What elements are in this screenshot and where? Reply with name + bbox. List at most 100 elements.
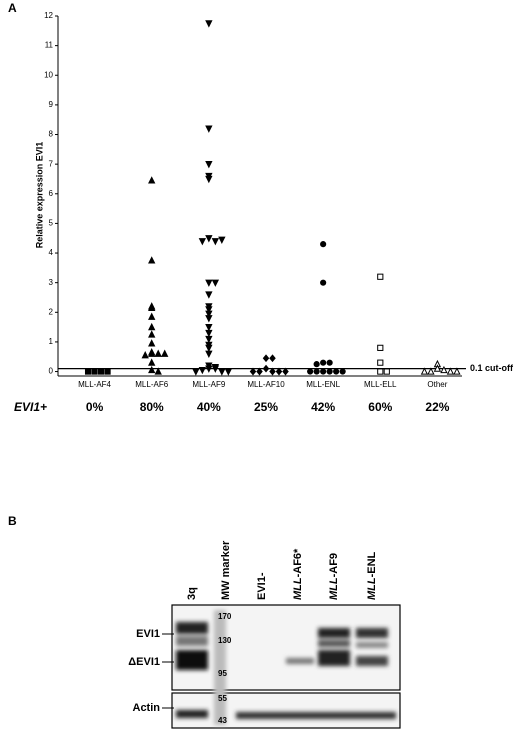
data-point: [377, 359, 384, 366]
data-point: [433, 364, 442, 372]
y-tick-label: 9: [49, 100, 54, 109]
data-point: [211, 365, 220, 373]
data-point: [205, 306, 213, 314]
y-tick-label: 10: [44, 70, 53, 79]
data-point: [205, 329, 213, 338]
y-axis-label: Relative expression EVI1: [34, 142, 44, 249]
percent-label: 22%: [425, 400, 449, 414]
data-point: [211, 238, 220, 246]
data-point: [377, 368, 384, 375]
data-point: [256, 367, 263, 376]
lane-gene: MLL: [366, 577, 378, 600]
lane-label: MLL-AF9: [328, 553, 340, 600]
lane-label: MLL-AF6*: [292, 548, 304, 600]
data-point: [148, 358, 156, 366]
data-point: [377, 273, 384, 280]
data-point: [205, 20, 213, 28]
data-point: [148, 349, 156, 357]
data-point: [427, 367, 435, 375]
data-point: [205, 125, 213, 133]
mw-label: 95: [218, 669, 227, 678]
data-point: [313, 368, 320, 375]
data-point: [205, 310, 213, 319]
data-point: [224, 368, 233, 376]
y-tick-label: 2: [49, 307, 54, 316]
data-point: [148, 322, 156, 331]
panel-label: A: [8, 1, 17, 15]
y-tick-label: 4: [49, 248, 54, 257]
bands: [176, 610, 396, 725]
data-point: [148, 312, 156, 320]
lane-gene: MLL: [292, 577, 304, 600]
data-point: [249, 367, 257, 376]
row-label: ΔEVI1: [128, 656, 160, 668]
data-point: [148, 256, 156, 264]
data-point: [205, 279, 213, 287]
percent-label: 40%: [197, 400, 221, 414]
data-point: [383, 368, 390, 375]
data-point: [205, 335, 213, 344]
data-point: [320, 241, 327, 248]
y-tick-label: 0: [49, 367, 54, 376]
data-point: [148, 303, 156, 311]
data-point: [326, 368, 333, 375]
lane-suffix: -AF6*: [292, 548, 304, 577]
data-point: [192, 368, 200, 376]
percent-label: 25%: [254, 400, 278, 414]
lane-label: EVI1-: [256, 572, 268, 600]
data-point: [141, 351, 149, 359]
y-tick-label: 5: [49, 219, 54, 228]
data-point: [313, 361, 320, 368]
lane-label: MLL-ENL: [366, 551, 378, 600]
data-point: [205, 365, 213, 373]
lane-label: 3q: [186, 587, 198, 600]
x-tick-label: MLL-AF6: [135, 380, 168, 389]
data-point: [275, 367, 283, 376]
x-tick-label: MLL-ENL: [306, 380, 340, 389]
data-point: [339, 368, 346, 375]
y-tick-label: 11: [45, 41, 54, 50]
y-tick-label: 6: [49, 189, 54, 198]
data-point: [91, 368, 98, 375]
data-point: [307, 368, 314, 375]
row-label: EVI1: [136, 628, 160, 640]
data-point: [205, 315, 213, 323]
x-tick-label: MLL-AF9: [192, 380, 225, 389]
data-point: [198, 238, 207, 246]
data-point: [205, 235, 213, 243]
data-point: [218, 368, 226, 376]
data-point: [333, 368, 340, 375]
data-point: [205, 161, 213, 169]
data-point: [148, 339, 156, 347]
data-point: [320, 279, 327, 286]
percent-label: 0%: [86, 400, 104, 414]
data-point: [377, 344, 384, 351]
y-tick-label: 1: [49, 337, 54, 346]
data-point: [453, 367, 461, 375]
cutoff-label: 0.1 cut-off: [470, 363, 514, 373]
lane-label: MW marker: [220, 540, 232, 600]
mw-label: 170: [218, 612, 232, 621]
data-point: [420, 367, 429, 375]
x-tick-label: MLL-ELL: [364, 380, 397, 389]
lane-suffix: -ENL: [366, 551, 378, 577]
data-point: [148, 176, 156, 184]
data-point: [320, 359, 327, 366]
data-point: [104, 368, 111, 375]
data-point: [218, 236, 226, 244]
data-point: [148, 330, 156, 338]
data-point: [154, 367, 162, 375]
data-point: [161, 349, 169, 357]
data-point: [262, 354, 270, 363]
row-label: Actin: [133, 702, 161, 714]
blot-box: [171, 692, 401, 729]
data-point: [205, 291, 213, 299]
data-point: [154, 349, 162, 357]
lane-suffix: -AF9: [328, 553, 340, 577]
data-point: [269, 354, 276, 363]
data-point: [269, 367, 276, 376]
mw-label: 43: [218, 716, 227, 725]
x-tick-label: MLL-AF4: [78, 380, 111, 389]
data-point: [282, 367, 289, 376]
